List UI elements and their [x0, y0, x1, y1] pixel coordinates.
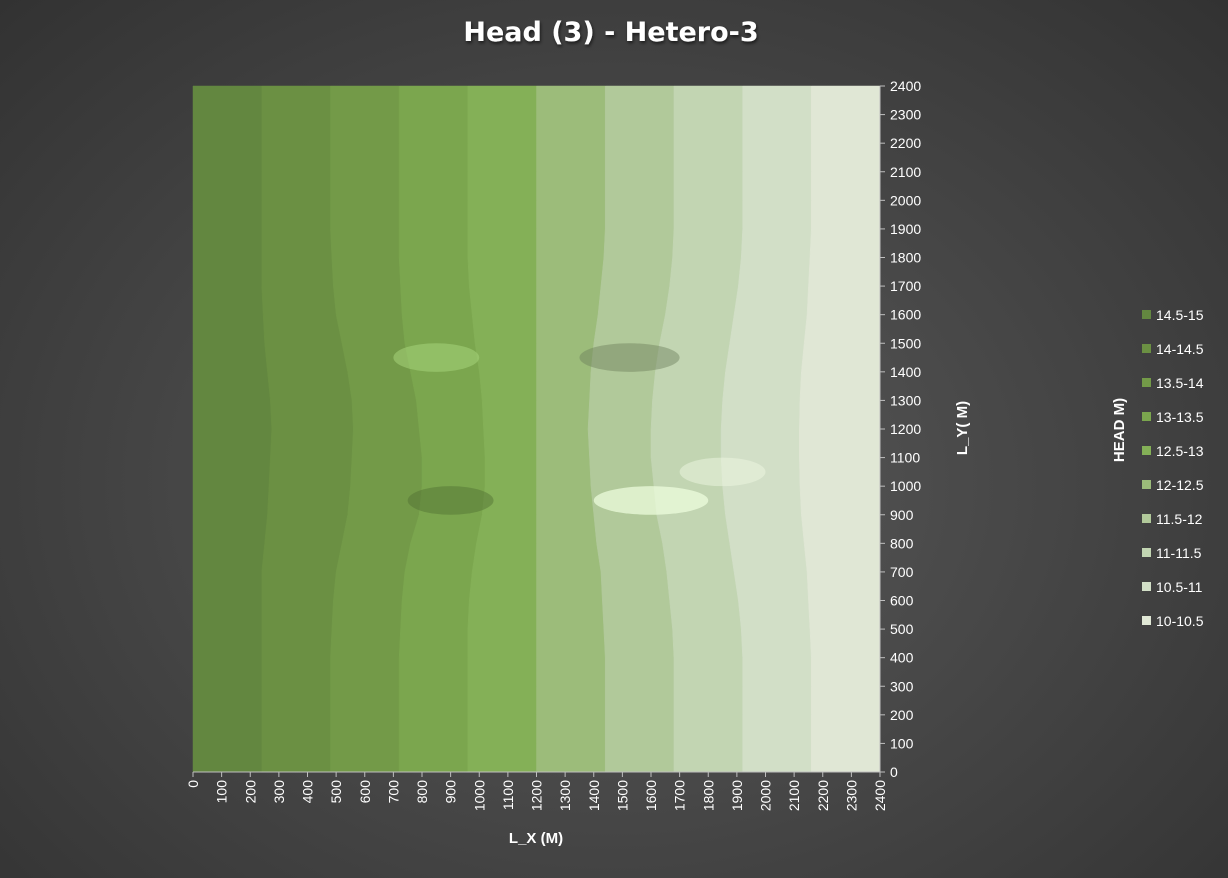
y-tick-label: 1700	[890, 278, 921, 294]
y-tick-label: 2400	[890, 78, 921, 94]
y-tick-label: 600	[890, 593, 914, 609]
y-tick-label: 800	[890, 535, 914, 551]
x-tick-label: 0	[185, 780, 201, 788]
x-tick-label: 1400	[586, 780, 602, 811]
legend-swatch	[1142, 446, 1151, 455]
legend-swatch	[1142, 514, 1151, 523]
legend-swatch	[1142, 412, 1151, 421]
legend-swatch	[1142, 310, 1151, 319]
x-axis-label: L_X (M)	[509, 830, 563, 847]
surface-shading-0	[393, 343, 480, 372]
y-tick-label: 900	[890, 507, 914, 523]
x-tick-label: 2100	[786, 780, 802, 811]
y-tick-label: 500	[890, 621, 914, 637]
x-tick-label: 1100	[500, 780, 516, 810]
x-tick-label: 2300	[843, 780, 859, 811]
contour-band-10-10.5	[799, 85, 881, 773]
legend-swatch	[1142, 616, 1151, 625]
legend-label: 11-11.5	[1156, 545, 1202, 561]
y-tick-label: 200	[890, 707, 914, 723]
y-tick-label: 1100	[890, 450, 920, 466]
y-tick-label: 0	[890, 764, 898, 780]
legend-label: 10.5-11	[1156, 579, 1203, 595]
y-tick-label: 400	[890, 650, 914, 666]
x-tick-label: 1200	[529, 780, 545, 811]
legend-swatch	[1142, 344, 1151, 353]
y-tick-label: 1000	[890, 478, 921, 494]
x-tick-label: 400	[300, 780, 316, 804]
x-tick-label: 100	[214, 780, 230, 804]
y-axis-label: L_Y( M)	[954, 401, 971, 455]
x-tick-label: 2200	[815, 780, 831, 811]
y-tick-label: 700	[890, 564, 914, 580]
legend-label: 13.5-14	[1156, 375, 1204, 391]
x-tick-label: 1000	[471, 780, 487, 811]
y-tick-label: 100	[890, 735, 914, 751]
legend-swatch	[1142, 378, 1151, 387]
surface-shading-1	[407, 486, 494, 515]
y-tick-label: 2300	[890, 107, 921, 123]
x-tick-label: 700	[385, 780, 401, 804]
legend-label: 12-12.5	[1156, 477, 1204, 493]
x-tick-label: 1800	[700, 780, 716, 811]
x-tick-label: 1600	[643, 780, 659, 811]
chart-title: Head (3) - Hetero-3	[463, 17, 758, 48]
y-tick-label: 1200	[890, 421, 921, 437]
y-tick-label: 1500	[890, 335, 921, 351]
x-tick-label: 600	[357, 780, 373, 804]
legend-title: HEAD M)	[1111, 398, 1128, 462]
y-tick-label: 1800	[890, 250, 921, 266]
surface-shading-2	[579, 343, 680, 372]
y-axis: 0 100 200 300 400 500 600 700 800 900 1000 1100 1200…	[879, 78, 921, 780]
x-tick-label: 1500	[614, 780, 630, 811]
surface-shading-3	[593, 486, 709, 515]
legend-label: 12.5-13	[1156, 443, 1204, 459]
legend-label: 13-13.5	[1156, 409, 1204, 425]
x-tick-label: 900	[443, 780, 459, 804]
legend-swatch	[1142, 582, 1151, 591]
legend-label: 11.5-12	[1156, 511, 1203, 527]
legend: 14.5-15 14-14.5 13.5-14 13-13.5 12.5-13 12-12…	[1142, 307, 1204, 629]
surface-shading-4	[679, 457, 766, 487]
x-tick-label: 500	[328, 780, 344, 804]
x-tick-label: 2400	[872, 780, 888, 811]
x-tick-label: 1300	[557, 780, 573, 811]
x-tick-label: 200	[242, 780, 258, 804]
legend-label: 14-14.5	[1156, 341, 1204, 357]
y-tick-label: 1400	[890, 364, 921, 380]
plot-area	[192, 85, 881, 773]
y-tick-label: 2200	[890, 135, 921, 151]
y-tick-label: 1600	[890, 307, 921, 323]
y-tick-label: 1300	[890, 392, 921, 408]
legend-label: 14.5-15	[1156, 307, 1204, 323]
x-tick-label: 300	[271, 780, 287, 804]
x-tick-label: 1700	[672, 780, 688, 811]
y-tick-label: 1900	[890, 221, 921, 237]
y-tick-label: 2100	[890, 164, 921, 180]
y-tick-label: 2000	[890, 192, 921, 208]
x-tick-label: 800	[414, 780, 430, 804]
contour-band-14.5-15	[192, 85, 272, 773]
x-axis: 0 100 200 300 400 500 600 700 800 900 1000 1100 1200…	[185, 771, 888, 811]
x-tick-label: 2000	[758, 780, 774, 811]
legend-swatch	[1142, 548, 1151, 557]
x-tick-label: 1900	[729, 780, 745, 811]
legend-label: 10-10.5	[1156, 613, 1204, 629]
y-tick-label: 300	[890, 678, 914, 694]
legend-swatch	[1142, 480, 1151, 489]
